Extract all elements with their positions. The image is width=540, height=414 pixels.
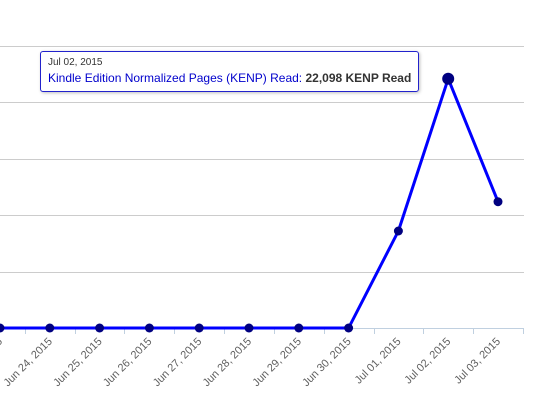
data-point[interactable] [95,323,105,333]
tooltip-value: 22,098 KENP Read [305,71,412,85]
x-tick-label: Jul 03, 2015 [452,336,503,387]
x-tick-label: Jul 01, 2015 [353,336,404,387]
data-point[interactable] [493,197,503,207]
x-tick-label: Jun 28, 2015 [201,336,254,389]
series-line [0,77,500,330]
tooltip-line: Kindle Edition Normalized Pages (KENP) R… [48,70,411,86]
tooltip-date: Jul 02, 2015 [48,57,103,68]
data-point-hovered[interactable] [442,72,455,85]
chart-tooltip: Jul 02, 2015 Kindle Edition Normalized P… [40,51,420,92]
x-tick-label: Jun 25, 2015 [51,336,104,389]
data-point[interactable] [344,323,354,333]
x-tick-label: Jun 27, 2015 [151,336,204,389]
data-point[interactable] [393,226,403,236]
series-kenp-read [0,72,503,333]
x-tick-label: Jun 30, 2015 [300,336,353,389]
data-point[interactable] [294,323,304,333]
data-point[interactable] [45,323,55,333]
grid-lines [0,46,524,273]
x-tick-label: Jun 29, 2015 [250,336,303,389]
data-point[interactable] [244,323,254,333]
data-point[interactable] [0,323,5,333]
data-point[interactable] [144,323,154,333]
tooltip-series-label: Kindle Edition Normalized Pages (KENP) R… [48,71,303,85]
data-point[interactable] [194,323,204,333]
x-tick-label: Jun 24, 2015 [1,336,54,389]
x-tick-label: Jul 02, 2015 [402,336,453,387]
x-tick-label: Jun 26, 2015 [101,336,154,389]
